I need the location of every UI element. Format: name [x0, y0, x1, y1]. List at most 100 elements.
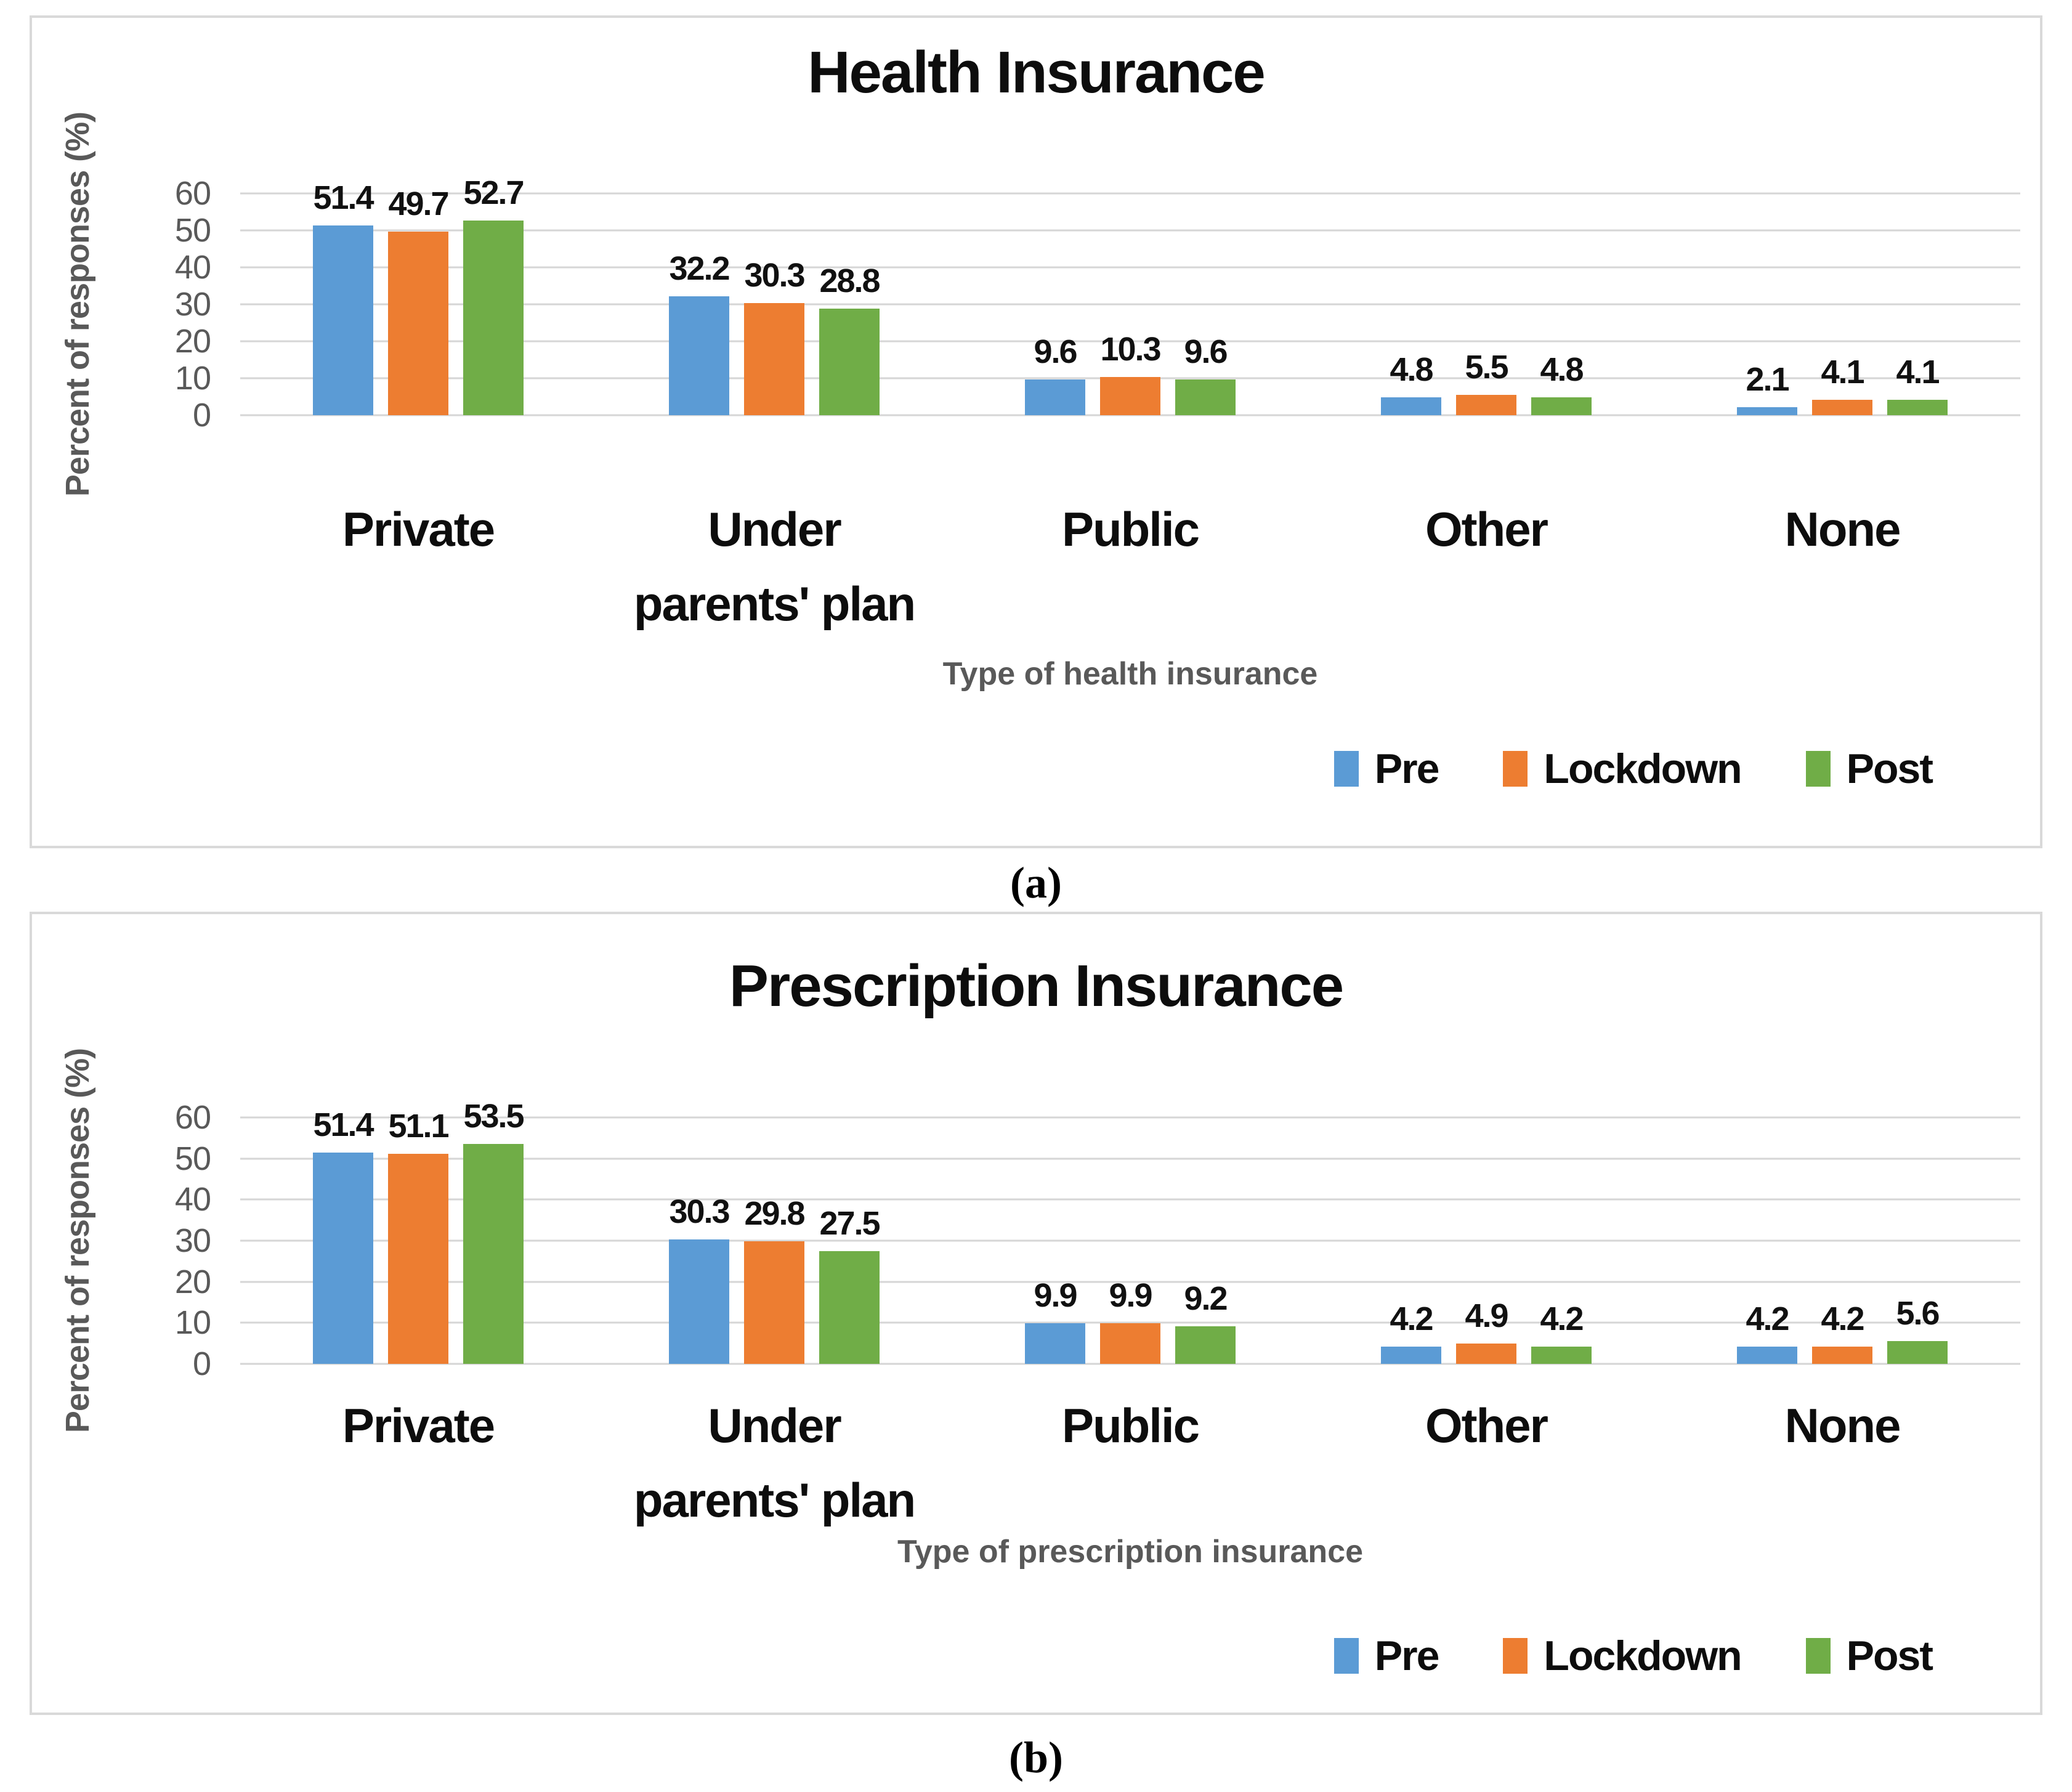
bar-column: 9.2	[1175, 1279, 1236, 1364]
bar-value-label: 30.3	[669, 1193, 730, 1230]
bar-value-label: 27.5	[819, 1204, 880, 1242]
bar-value-label: 51.1	[388, 1108, 449, 1145]
bar-value-label: 28.8	[819, 262, 880, 300]
bar-pre	[313, 1153, 373, 1364]
bar-column: 5.6	[1887, 1294, 1948, 1364]
x-axis-title: Type of health insurance	[942, 656, 1318, 692]
y-tick-label: 50	[174, 1140, 211, 1177]
bar-pre	[1025, 379, 1085, 415]
y-tick-label: 10	[174, 360, 211, 397]
x-axis-category-labels: Private Under parents' plan Public Other Non…	[240, 492, 2020, 641]
y-tick-label: 40	[174, 1181, 211, 1218]
figure-caption-a: (a)	[1010, 858, 1062, 907]
x-category-label: Other	[1425, 1398, 1548, 1453]
bar-value-label: 51.4	[313, 179, 374, 216]
bar-pre	[1737, 1347, 1797, 1364]
x-axis-category-labels: Private Under parents' plan Public Other Non…	[240, 1389, 2020, 1538]
bar-post	[819, 309, 880, 415]
y-axis-title: Percent of responses (%)	[48, 1048, 107, 1433]
bar-column: 30.3	[744, 256, 806, 415]
x-category-label: Private	[342, 1398, 495, 1453]
bar-value-label: 4.2	[1746, 1300, 1789, 1337]
chart-legend: Pre Lockdown Post	[1333, 1632, 1933, 1680]
bar-value-label: 51.4	[313, 1106, 374, 1144]
bar-column: 9.9	[1025, 1276, 1085, 1364]
bar-post	[1531, 397, 1592, 415]
x-category-label: None	[1784, 1398, 1901, 1453]
bar-pre	[1381, 397, 1441, 415]
legend-item-post: Post	[1805, 745, 1933, 793]
y-axis-title: Percent of responses (%)	[48, 112, 107, 497]
bar-post	[1175, 379, 1236, 415]
x-category-label: Under parents' plan	[633, 502, 916, 631]
bar-column: 51.4	[313, 1106, 374, 1364]
bar-column: 27.5	[819, 1204, 881, 1364]
bar-value-label: 4.8	[1540, 351, 1584, 389]
bar-column: 4.2	[1381, 1300, 1441, 1364]
y-tick-label: 30	[174, 1222, 211, 1259]
figure-caption-b: (b)	[1009, 1733, 1063, 1782]
x-axis-title: Type of prescription insurance	[897, 1534, 1364, 1570]
gridline	[240, 303, 2020, 306]
bar-post	[463, 1144, 524, 1364]
bar-column: 2.1	[1737, 360, 1797, 415]
bar-value-label: 49.7	[388, 185, 449, 222]
bar-post	[463, 220, 524, 415]
chart-title: Prescription Insurance	[729, 953, 1344, 1019]
bar-pre	[669, 1239, 729, 1364]
gridline	[240, 1363, 2020, 1365]
x-category-label: Private	[342, 502, 495, 556]
bar-column: 30.3	[669, 1193, 730, 1364]
bar-column: 32.2	[669, 249, 730, 415]
bar-post	[1887, 1340, 1948, 1364]
bar-column: 4.1	[1887, 353, 1948, 415]
bar-group: 30.3 29.8 27.5	[596, 1117, 952, 1364]
y-axis-title-text: Percent of responses (%)	[59, 1048, 96, 1433]
y-tick-label: 40	[174, 249, 211, 286]
bar-value-label: 53.5	[463, 1098, 524, 1135]
legend-marker	[1333, 1638, 1359, 1674]
legend-item-lockdown: Lockdown	[1503, 745, 1742, 793]
legend-label: Post	[1846, 1632, 1933, 1679]
bar-column: 4.1	[1812, 353, 1872, 415]
legend-label: Pre	[1374, 1632, 1440, 1679]
bar-value-label: 9.9	[1109, 1277, 1152, 1314]
bar-lockdown	[388, 231, 448, 415]
gridline	[240, 1239, 2020, 1242]
bar-group: 4.8 5.5 4.8	[1308, 193, 1664, 415]
bar-group: 2.1 4.1 4.1	[1664, 193, 2020, 415]
bar-group: 4.2 4.2 5.6	[1664, 1117, 2020, 1364]
bar-value-label: 4.2	[1390, 1300, 1433, 1337]
x-category-label: Public	[1061, 1398, 1200, 1453]
bar-group: 9.6 10.3 9.6	[952, 193, 1308, 415]
bar-lockdown	[388, 1154, 448, 1364]
legend-label: Pre	[1374, 745, 1440, 792]
bar-groups: 51.4 49.7 52.7 32.2 30.3 28.8 9.6 10.3 9.6 4.8 5.5…	[240, 174, 2020, 415]
bar-group: 4.2 4.9 4.2	[1308, 1117, 1664, 1364]
x-category-label: Under parents' plan	[633, 1398, 916, 1527]
gridline	[240, 1198, 2020, 1201]
bar-value-label: 2.1	[1746, 361, 1789, 399]
legend-label: Post	[1846, 745, 1933, 792]
bar-post	[819, 1251, 880, 1364]
legend-item-post: Post	[1805, 1632, 1933, 1680]
bar-lockdown	[1100, 377, 1160, 415]
bar-value-label: 4.9	[1465, 1297, 1508, 1335]
bar-value-label: 4.1	[1821, 354, 1864, 391]
plot-area: 0 10 20 30 40 50 60 51.4 51.1 53.5 30.3 29.8 27.5 9.9…	[175, 1098, 2020, 1380]
bar-lockdown	[1456, 1344, 1516, 1364]
bar-value-label: 5.5	[1465, 349, 1508, 386]
bar-column: 4.2	[1531, 1300, 1592, 1364]
bar-column: 4.2	[1737, 1300, 1797, 1364]
bar-column: 10.3	[1100, 330, 1162, 415]
bar-value-label: 4.1	[1896, 354, 1940, 391]
legend-label: Lockdown	[1544, 1632, 1742, 1679]
legend-marker	[1333, 751, 1359, 787]
bar-group: 51.4 51.1 53.5	[240, 1098, 596, 1364]
bar-lockdown	[744, 303, 804, 415]
y-tick-label: 60	[174, 175, 211, 212]
chart-legend: Pre Lockdown Post	[1333, 745, 1933, 793]
bar-group: 32.2 30.3 28.8	[596, 193, 952, 415]
y-tick-label: 0	[192, 397, 211, 434]
bar-value-label: 29.8	[744, 1195, 805, 1233]
